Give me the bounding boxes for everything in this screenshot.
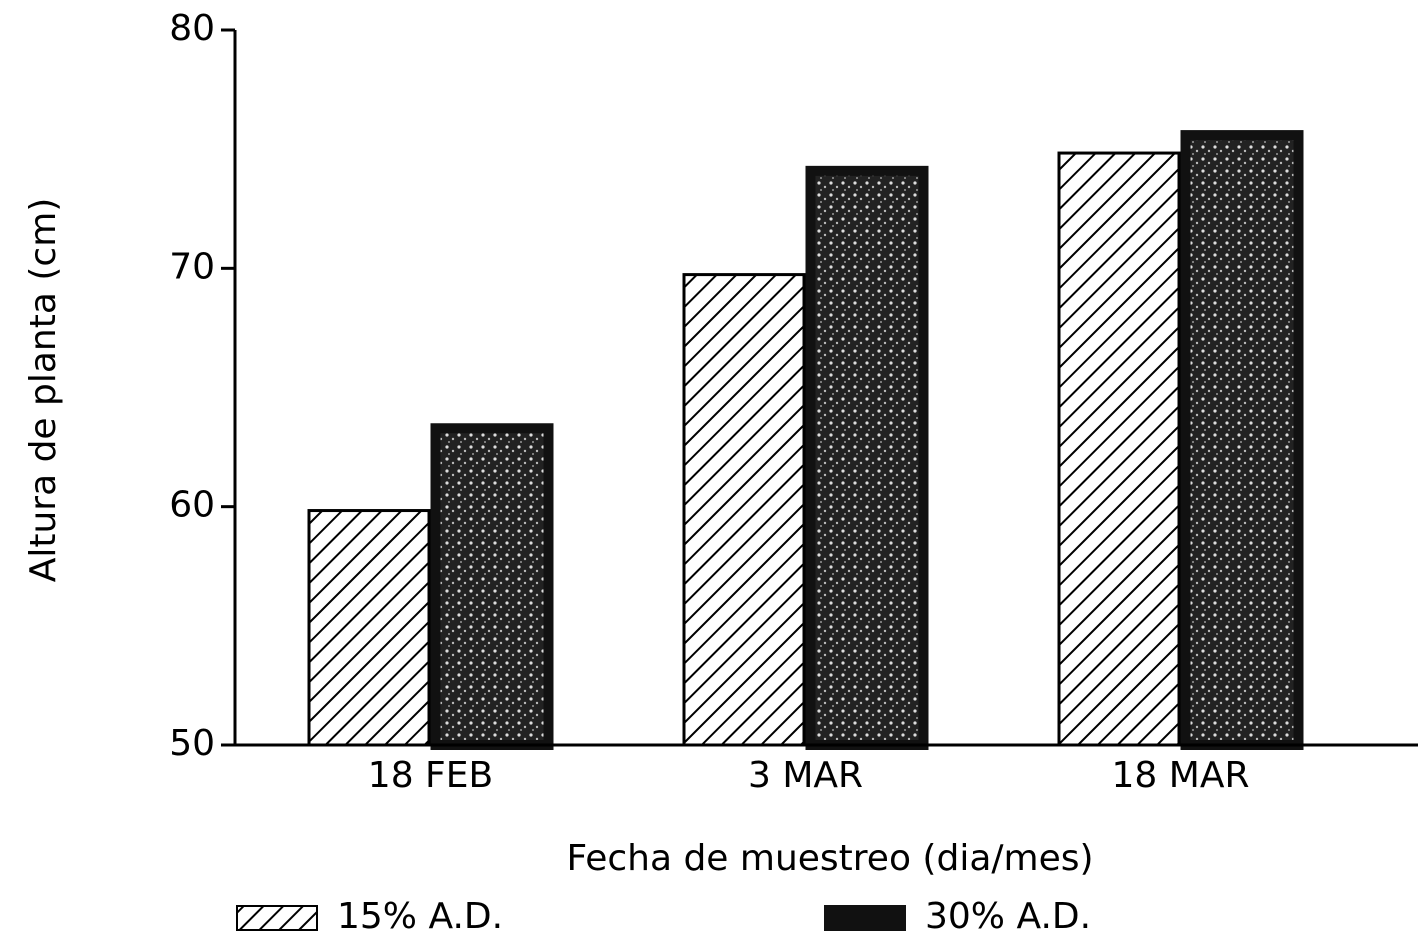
- legend-label: 30% A.D.: [925, 896, 1091, 937]
- bar: [682, 273, 806, 747]
- bar: [1057, 151, 1181, 747]
- legend-swatch: [236, 905, 318, 931]
- x-axis-label: Fecha de muestreo (dia/mes): [566, 838, 1093, 879]
- x-tick-label: 18 MAR: [1112, 755, 1250, 796]
- bar: [1180, 130, 1304, 751]
- legend-label: 15% A.D.: [337, 896, 503, 937]
- bar: [307, 509, 431, 747]
- y-tick-label: 50: [169, 723, 215, 764]
- bar: [430, 423, 554, 750]
- bar: [805, 165, 929, 751]
- legend-swatch: [824, 905, 906, 931]
- x-tick-label: 18 FEB: [368, 755, 493, 796]
- y-tick-label: 60: [169, 485, 215, 526]
- y-axis-label: Altura de planta (cm): [23, 198, 64, 583]
- y-tick-label: 80: [169, 8, 215, 49]
- y-tick-label: 70: [169, 246, 215, 287]
- x-tick-label: 3 MAR: [748, 755, 863, 796]
